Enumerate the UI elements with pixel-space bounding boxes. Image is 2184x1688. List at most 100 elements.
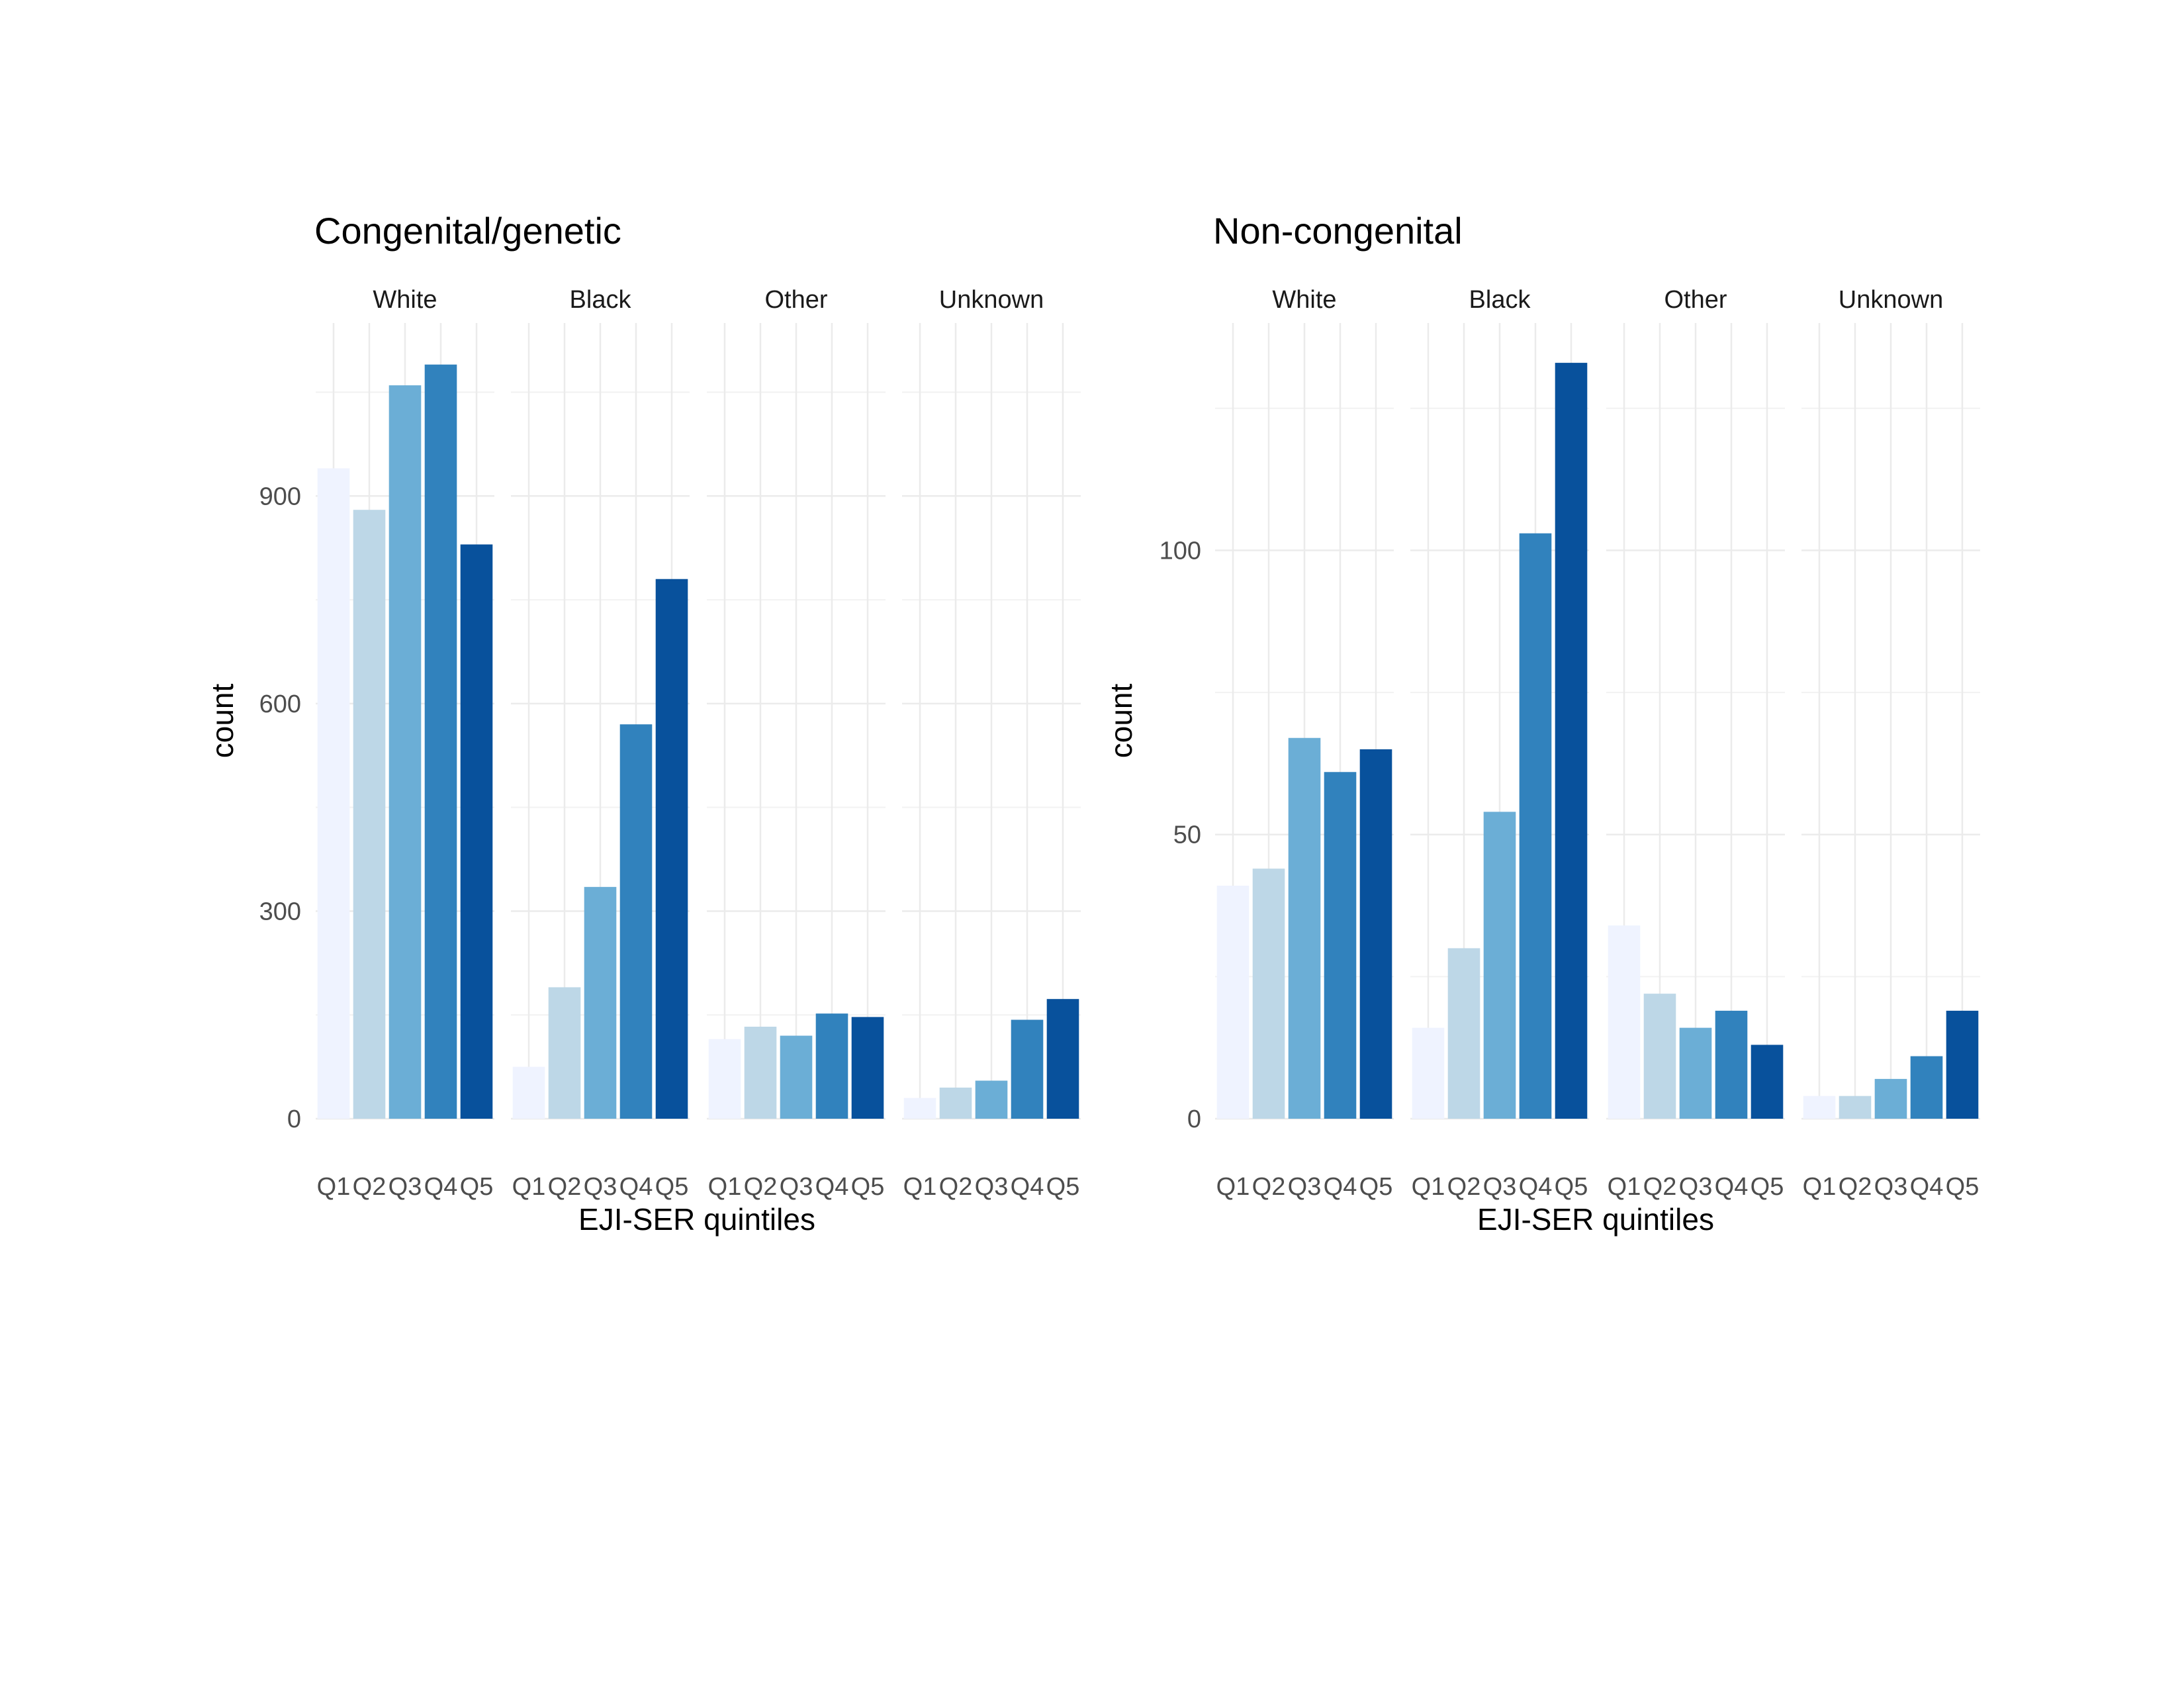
bar-white-q1 xyxy=(317,468,350,1119)
x-tick-label: Q4 xyxy=(815,1173,849,1201)
bar-black-q5 xyxy=(655,579,688,1119)
x-tick-label: Q4 xyxy=(1910,1173,1944,1201)
chart-1: Congenital/genetic count 0 300 600 900 White Q1… xyxy=(205,210,1081,1237)
y-tick-label: 300 xyxy=(259,898,301,925)
bar-black-q3 xyxy=(584,886,617,1119)
x-tick-label: Q1 xyxy=(708,1173,742,1201)
x-tick-label: Q2 xyxy=(353,1173,387,1201)
bar-other-q1 xyxy=(1608,925,1641,1119)
x-tick-label: Q3 xyxy=(584,1173,617,1201)
bar-white-q2 xyxy=(1252,868,1285,1119)
x-tick-label: Q1 xyxy=(1608,1173,1641,1201)
bar-other-q5 xyxy=(1751,1045,1784,1119)
bar-white-q1 xyxy=(1216,885,1250,1119)
x-tick-label: Q1 xyxy=(317,1173,351,1201)
bar-other-q4 xyxy=(1715,1010,1748,1119)
bar-other-q3 xyxy=(780,1035,813,1119)
facet-panel-other: Other Q1 Q2 Q3 Q4 Q5 xyxy=(1606,286,1785,1201)
x-tick-label: Q2 xyxy=(1252,1173,1286,1201)
x-tick-label: Q1 xyxy=(1803,1173,1837,1201)
x-axis-title: EJI-SER quintiles xyxy=(1477,1202,1714,1237)
bar-black-q4 xyxy=(1519,533,1552,1119)
bar-white-q4 xyxy=(424,364,457,1119)
bar-white-q2 xyxy=(353,510,386,1119)
facet-label: Other xyxy=(764,286,827,314)
bar-black-q2 xyxy=(548,987,581,1119)
x-tick-label: Q4 xyxy=(1715,1173,1749,1201)
y-tick-label: 600 xyxy=(259,690,301,718)
x-tick-label: Q5 xyxy=(1555,1173,1588,1201)
bar-black-q3 xyxy=(1483,812,1516,1119)
facet-label: Other xyxy=(1664,286,1727,314)
bar-other-q3 xyxy=(1679,1027,1712,1119)
x-tick-label: Q2 xyxy=(548,1173,582,1201)
x-tick-label: Q5 xyxy=(460,1173,494,1201)
facet-label: White xyxy=(373,286,437,314)
x-tick-label: Q5 xyxy=(1046,1173,1080,1201)
bar-other-q5 xyxy=(851,1017,884,1119)
bar-unknown-q5 xyxy=(1046,999,1079,1119)
x-tick-label: Q5 xyxy=(1946,1173,1979,1201)
bar-unknown-q5 xyxy=(1946,1010,1979,1119)
facet-label: Black xyxy=(1469,286,1531,314)
facet-panel-white: White Q1 Q2 Q3 Q4 Q5 xyxy=(316,286,494,1201)
facet-label: Unknown xyxy=(1839,286,1943,314)
bar-other-q1 xyxy=(708,1039,741,1119)
facet-label: Black xyxy=(570,286,632,314)
bar-black-q2 xyxy=(1447,948,1480,1119)
x-tick-label: Q2 xyxy=(1643,1173,1677,1201)
x-tick-label: Q4 xyxy=(1324,1173,1357,1201)
bar-other-q2 xyxy=(1643,994,1676,1119)
facet-panel-black: Black Q1 Q2 Q3 Q4 Q5 xyxy=(1410,286,1589,1201)
bar-black-q5 xyxy=(1555,363,1588,1119)
y-tick-label: 50 xyxy=(1173,821,1201,849)
x-tick-label: Q4 xyxy=(619,1173,653,1201)
x-tick-label: Q1 xyxy=(903,1173,937,1201)
bar-unknown-q3 xyxy=(1874,1078,1907,1119)
bar-white-q3 xyxy=(388,385,422,1119)
x-tick-label: Q3 xyxy=(1483,1173,1517,1201)
facet-panel-white: White Q1 Q2 Q3 Q4 Q5 xyxy=(1215,286,1394,1201)
bar-white-q5 xyxy=(460,544,493,1119)
bar-unknown-q4 xyxy=(1011,1019,1044,1119)
facet-label: Unknown xyxy=(939,286,1044,314)
bar-white-q3 xyxy=(1288,737,1321,1119)
x-tick-label: Q3 xyxy=(388,1173,422,1201)
bar-unknown-q3 xyxy=(975,1080,1008,1119)
y-tick-label: 0 xyxy=(1187,1105,1201,1133)
y-axis-title: count xyxy=(1104,684,1138,759)
x-tick-label: Q1 xyxy=(512,1173,546,1201)
y-tick-label: 900 xyxy=(259,483,301,510)
bar-unknown-q2 xyxy=(1839,1096,1872,1119)
x-tick-label: Q4 xyxy=(1519,1173,1553,1201)
y-tick-label: 100 xyxy=(1160,537,1201,565)
chart-title: Non-congenital xyxy=(1213,210,1463,252)
y-axis-title: count xyxy=(205,684,240,759)
bar-black-q4 xyxy=(619,724,653,1119)
bar-unknown-q1 xyxy=(903,1098,936,1119)
x-tick-label: Q3 xyxy=(1288,1173,1322,1201)
x-tick-label: Q3 xyxy=(780,1173,813,1201)
x-tick-label: Q2 xyxy=(939,1173,973,1201)
facet-panel-unknown: Unknown Q1 Q2 Q3 Q4 Q5 xyxy=(902,286,1081,1201)
x-tick-label: Q3 xyxy=(975,1173,1009,1201)
y-tick-label: 0 xyxy=(287,1105,301,1133)
facet-panel-other: Other Q1 Q2 Q3 Q4 Q5 xyxy=(707,286,886,1201)
x-tick-label: Q1 xyxy=(1412,1173,1445,1201)
bar-unknown-q4 xyxy=(1910,1056,1943,1119)
x-axis-title: EJI-SER quintiles xyxy=(578,1202,815,1237)
x-tick-label: Q4 xyxy=(1011,1173,1044,1201)
bar-other-q2 xyxy=(744,1026,777,1119)
facet-label: White xyxy=(1272,286,1336,314)
bar-white-q5 xyxy=(1359,749,1392,1119)
x-tick-label: Q2 xyxy=(1839,1173,1872,1201)
facet-panel-unknown: Unknown Q1 Q2 Q3 Q4 Q5 xyxy=(1801,286,1980,1201)
bar-unknown-q2 xyxy=(939,1087,972,1119)
x-tick-label: Q3 xyxy=(1679,1173,1713,1201)
bar-black-q1 xyxy=(1412,1027,1445,1119)
x-tick-label: Q5 xyxy=(1751,1173,1784,1201)
x-tick-label: Q5 xyxy=(655,1173,689,1201)
bar-black-q1 xyxy=(512,1066,545,1119)
